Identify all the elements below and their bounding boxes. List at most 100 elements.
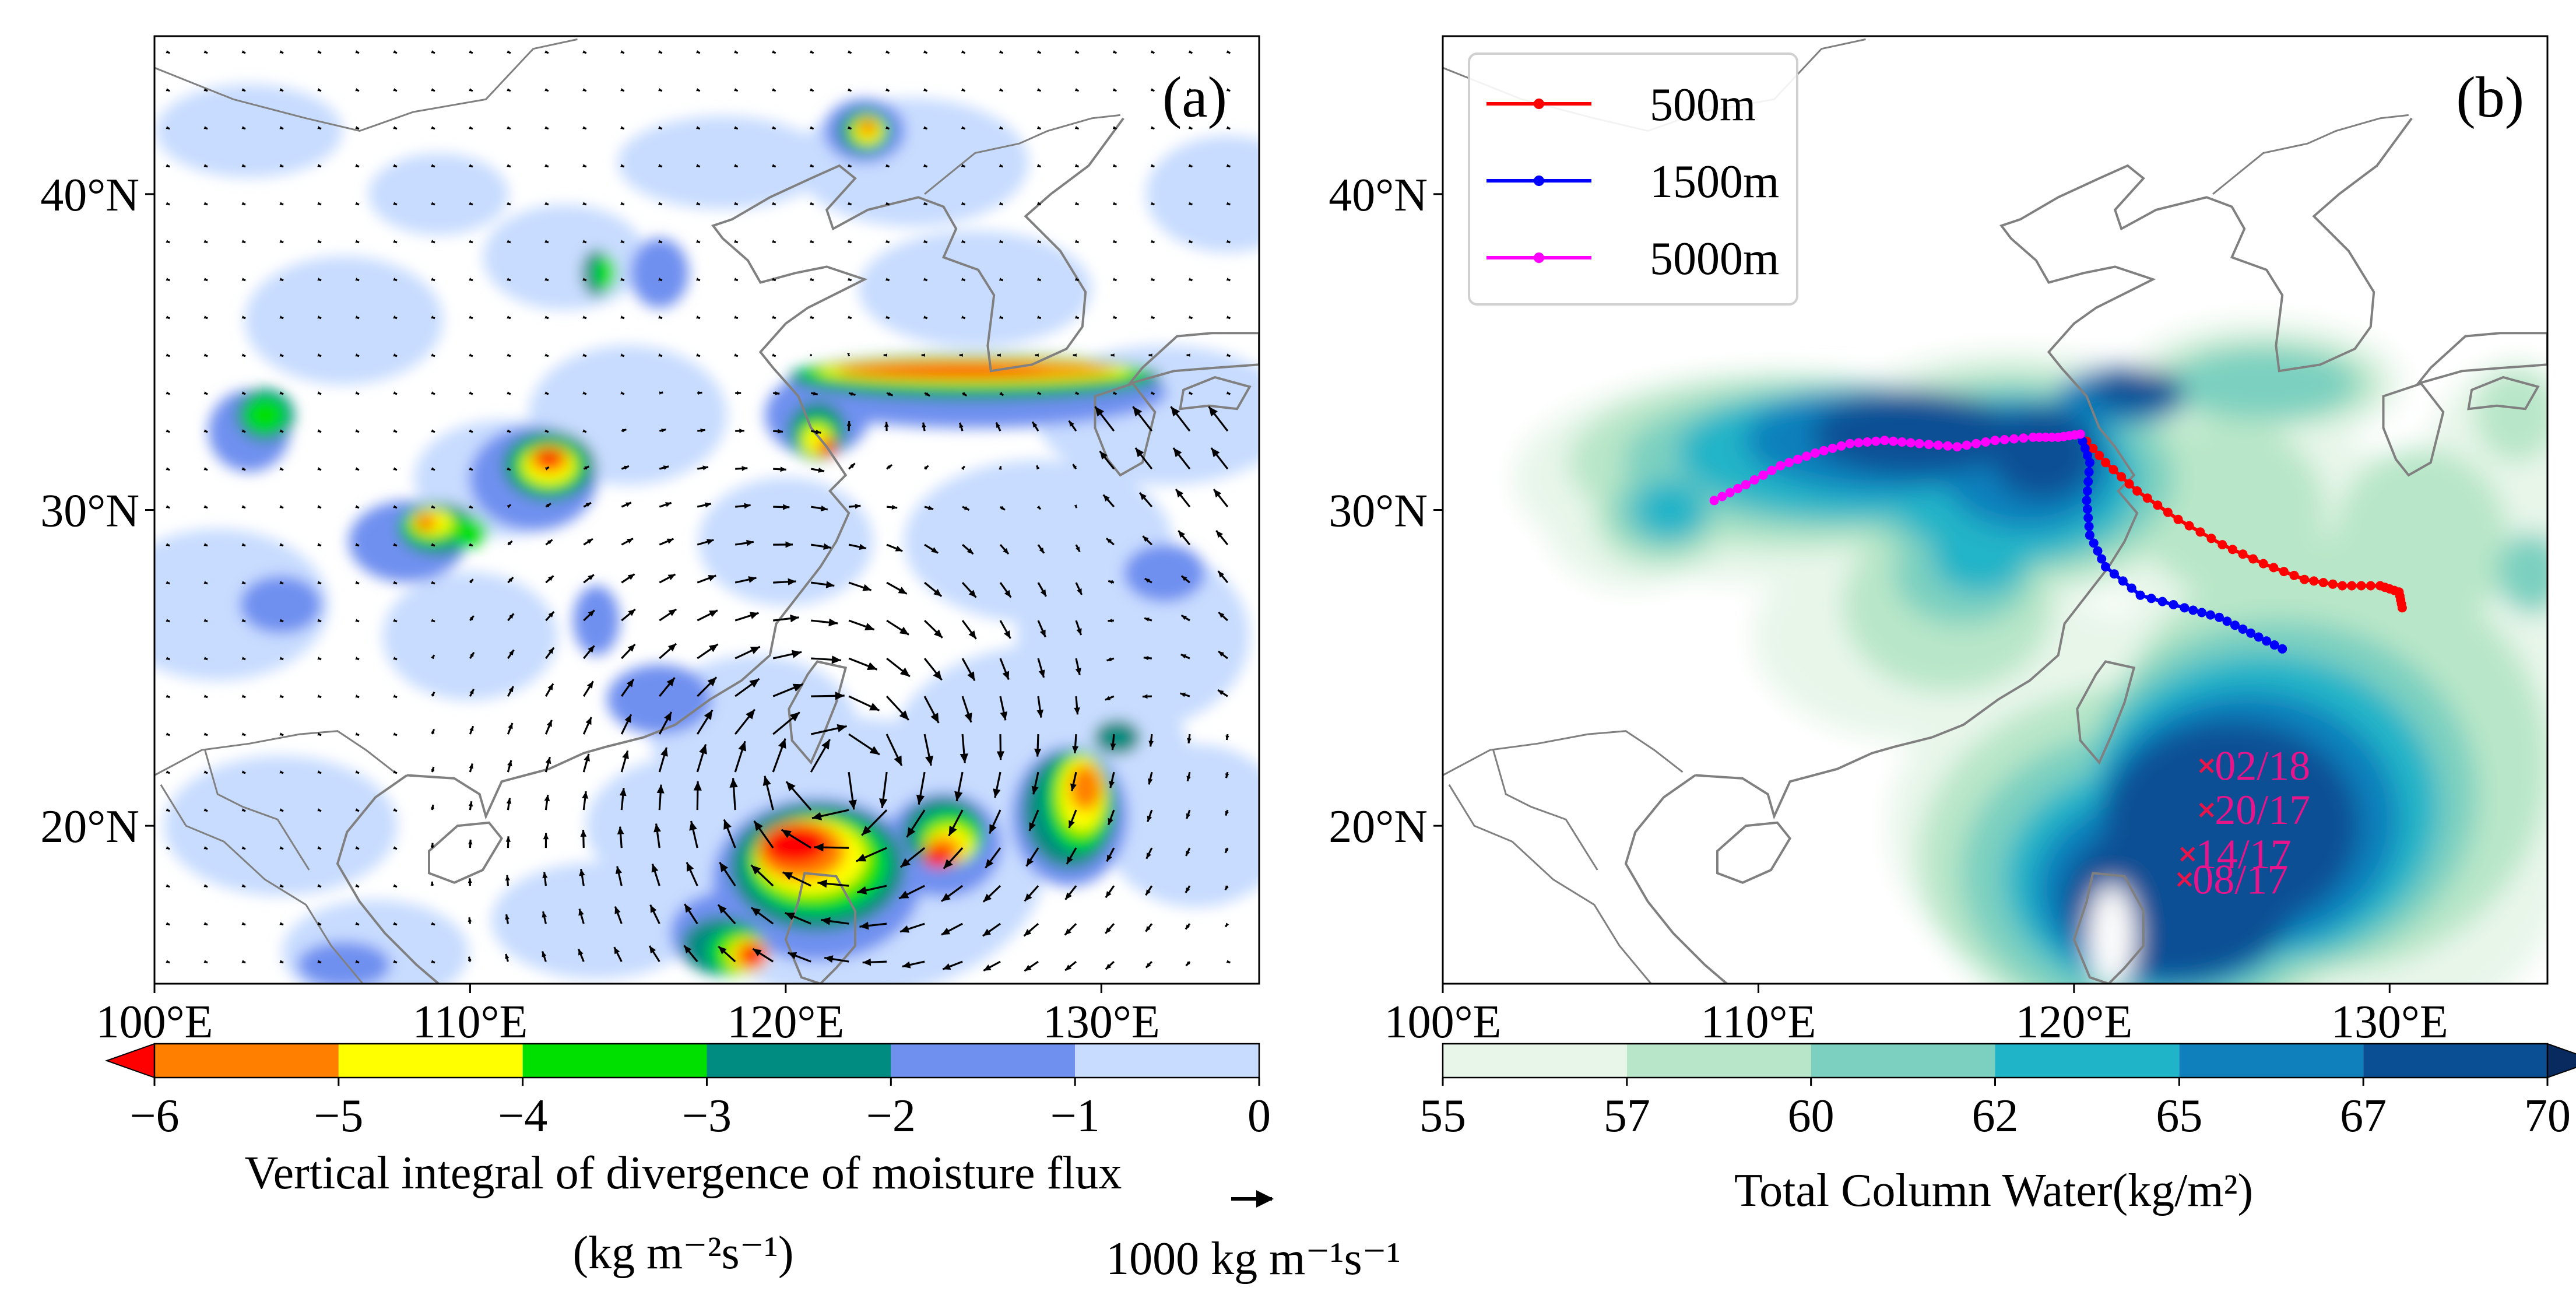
trajectory-point	[2009, 434, 2019, 444]
colorbar-tick-label: −3	[682, 1090, 732, 1142]
colorbar-tick-label: 57	[1604, 1090, 1650, 1142]
trajectory-point	[2309, 576, 2319, 586]
colorbar-tick-label: −5	[314, 1090, 363, 1142]
panel-a-tag: (a)	[1162, 65, 1227, 129]
panel-b-colorbar-label: Total Column Water(kg/m²)	[1734, 1165, 2253, 1216]
trajectory-point	[1999, 435, 2009, 444]
panel-a-lon-tick-label: 120°E	[727, 997, 844, 1048]
typhoon-time-label: 08/17	[2192, 856, 2288, 903]
backward-trajectories	[1709, 429, 2407, 654]
panel-b-lon-tick-label: 100°E	[1384, 997, 1502, 1048]
total-column-water-field	[1513, 319, 2547, 984]
trajectory-point	[2195, 527, 2205, 537]
trajectory-point	[2278, 644, 2287, 654]
colorbar-bin	[2179, 1044, 2364, 1078]
trajectory-point	[1897, 437, 1907, 447]
trajectory-point	[2246, 628, 2256, 638]
colorbar-tick-label: 0	[1247, 1090, 1271, 1142]
legend-entry: 500m	[1486, 79, 1756, 131]
trajectory-point	[2397, 603, 2407, 613]
trajectory-point	[2318, 578, 2328, 588]
trajectory-point	[2117, 472, 2127, 482]
colorbar-bin	[154, 1044, 339, 1078]
panel-a-lon-tick-label: 110°E	[412, 997, 528, 1048]
trajectory-point	[1924, 440, 1934, 450]
reference-vector-label: 1000 kg m⁻¹s⁻¹	[1106, 1233, 1401, 1285]
trajectory-point	[2082, 496, 2092, 506]
panel-a-lon-tick-label: 130°E	[1043, 997, 1160, 1048]
colorbar-tick-label: −1	[1050, 1090, 1100, 1142]
panel-b-lon-tick-label: 120°E	[2015, 997, 2132, 1048]
panel-b-lat-tick-label: 20°N	[1329, 801, 1428, 853]
trajectory-point	[2227, 545, 2237, 555]
trajectory-point	[2328, 579, 2338, 589]
legend-swatch-marker	[1534, 99, 1544, 109]
legend-swatch-marker	[1534, 176, 1544, 186]
colorbar-bin	[522, 1044, 707, 1078]
colorbar-bin	[1075, 1044, 1259, 1078]
trajectory-point	[2230, 620, 2240, 630]
legend-entry: 5000m	[1486, 233, 1779, 285]
typhoon-time-label: 20/17	[2215, 787, 2310, 833]
trajectory-point	[1758, 470, 1768, 480]
trajectory-point	[2082, 451, 2092, 461]
trajectory-point	[2132, 486, 2142, 496]
trajectory-point	[2082, 504, 2092, 514]
panel-a-lat-tick-label: 20°N	[40, 801, 139, 853]
panel-b-tag: (b)	[2456, 65, 2524, 129]
trajectory-point	[1709, 496, 1719, 506]
colorbar-extend-min	[105, 1043, 155, 1079]
trajectory-point	[1854, 438, 1864, 448]
panel-a-lat-tick-label: 30°N	[40, 486, 139, 537]
trajectory-point	[1971, 438, 1981, 448]
panel-a-lon-tick-label: 100°E	[96, 997, 213, 1048]
panel-b-lat-tick-label: 40°N	[1329, 170, 1428, 221]
trajectory-point	[2269, 640, 2279, 650]
trajectory-point	[1880, 436, 1889, 445]
trajectory-point	[1776, 461, 1786, 471]
panel-b-lat-tick-label: 30°N	[1329, 486, 1428, 537]
trajectory-point	[1749, 475, 1759, 485]
typhoon-track-point: 14/17	[2180, 831, 2292, 878]
trajectory-point	[2289, 570, 2299, 580]
panel-b-colorbar: 55 57 60 62 65 67 70	[1419, 1043, 2576, 1142]
legend-swatch-marker	[1534, 252, 1544, 263]
trajectory-point	[1784, 458, 1794, 468]
colorbar-tick-label: −2	[866, 1090, 916, 1142]
typhoon-time-label: 14/17	[2196, 831, 2292, 878]
colorbar-tick-label: −6	[129, 1090, 179, 1142]
moisture-flux-vectors	[166, 50, 1231, 972]
colorbar-bin	[1811, 1044, 1995, 1078]
colorbar-bin	[707, 1044, 891, 1078]
colorbar-tick-label: −4	[498, 1090, 547, 1142]
colorbar-bin	[1443, 1044, 1627, 1078]
trajectory-point	[2093, 546, 2103, 556]
trajectory-point	[1943, 441, 1953, 451]
trajectory-point	[1741, 480, 1751, 490]
trajectory-point	[2222, 616, 2232, 626]
colorbar-tick-label: 62	[1972, 1090, 2019, 1142]
trajectory-point	[2109, 569, 2119, 579]
colorbar-tick-label: 60	[1788, 1090, 1835, 1142]
panel-a-axes: 40°N 30°N 20°N 100°E 110°E 120°E 130°E	[40, 170, 1159, 1048]
colorbar-tick-label: 65	[2156, 1090, 2202, 1142]
trajectory-point	[1836, 441, 1846, 451]
trajectory-point	[2080, 443, 2090, 453]
trajectory-point	[2214, 612, 2224, 622]
trajectory-point	[1725, 487, 1735, 497]
trajectory-point	[2083, 476, 2093, 486]
trajectory-point	[2347, 581, 2357, 591]
trajectory-point	[1888, 436, 1898, 446]
trajectory-point	[2169, 600, 2178, 609]
trajectory-point	[2083, 513, 2093, 522]
typhoon-track-point: 20/17	[2199, 787, 2310, 833]
trajectory-point	[1906, 438, 1916, 448]
trajectory-point	[2118, 576, 2128, 586]
trajectory-point	[1952, 442, 1962, 452]
legend-frame	[1468, 52, 1798, 306]
trajectory-point	[1733, 483, 1743, 493]
trajectory-point	[1717, 492, 1727, 501]
trajectory-point	[2124, 479, 2134, 489]
